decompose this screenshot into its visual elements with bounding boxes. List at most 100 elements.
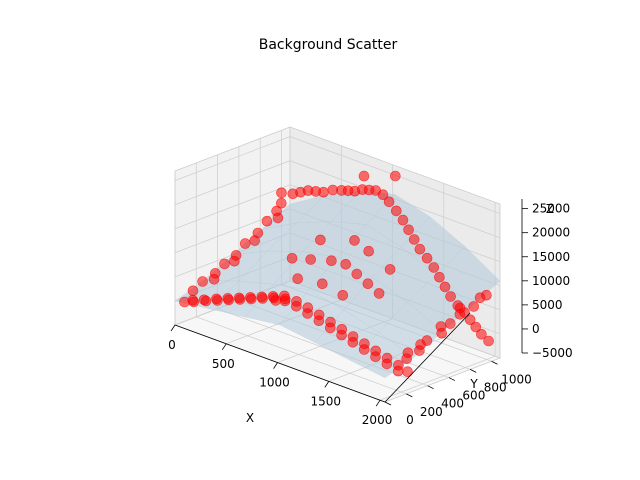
x-tick-label: 1500	[311, 394, 342, 408]
y-tick-label: 400	[441, 397, 464, 411]
scatter-point	[401, 353, 413, 365]
scatter-point	[358, 170, 370, 182]
x-tick-mark	[221, 343, 227, 351]
z-grid-line	[174, 160, 501, 239]
scatter-point	[389, 170, 401, 182]
scatter-point	[408, 234, 420, 245]
y-tick-label: 0	[406, 413, 414, 427]
scatter-point	[428, 262, 440, 273]
scatter-point	[257, 293, 268, 304]
scatter-point	[276, 187, 287, 199]
scatter-point	[464, 314, 476, 326]
scatter-point	[200, 295, 212, 307]
scatter-point	[337, 289, 349, 301]
z-tick-label: 5000	[532, 298, 563, 312]
scatter-point	[305, 254, 317, 265]
y-tick-label: 1000	[501, 372, 532, 386]
z-tick-label: 15000	[532, 250, 570, 264]
x-tick-mark	[324, 381, 330, 388]
scatter-point	[383, 196, 395, 208]
scatter-point	[434, 271, 445, 283]
scatter-point	[474, 292, 486, 304]
x-tick-mark	[273, 362, 278, 369]
x-tick-label: 2000	[362, 413, 393, 427]
y-tick-mark	[384, 401, 392, 406]
x-axis-label: X	[246, 411, 254, 425]
z-grid-line	[174, 136, 501, 214]
scatter-point	[239, 238, 251, 249]
scatter-points	[179, 170, 494, 378]
scatter-point	[414, 345, 425, 356]
scatter-point	[229, 255, 240, 267]
scatter-point	[381, 358, 393, 370]
scatter-point	[468, 301, 480, 312]
scatter-point	[326, 255, 337, 267]
scatter-point	[370, 351, 381, 363]
scatter-point	[315, 234, 326, 246]
scatter-point	[347, 336, 359, 348]
scatter-point	[316, 278, 328, 290]
y-tick-mark	[448, 377, 456, 381]
y-tick-label: 200	[420, 405, 443, 419]
z-axis-label: Z	[546, 202, 554, 216]
scatter-point	[363, 245, 375, 257]
scatter-point	[270, 295, 282, 306]
z-tick-label: 10000	[532, 274, 570, 288]
scatter-point	[290, 300, 302, 312]
y-tick-label: 600	[462, 389, 485, 403]
scatter-point	[292, 273, 304, 285]
scatter-point	[351, 268, 363, 280]
scatter-point	[336, 329, 347, 341]
scatter-point	[327, 184, 339, 196]
z-tick-label: 20000	[532, 226, 570, 240]
scatter-point	[436, 327, 448, 339]
scatter-point	[349, 235, 360, 246]
scatter-point	[358, 344, 370, 355]
scatter-point	[261, 215, 273, 227]
scatter-point	[390, 205, 402, 217]
scatter-point	[384, 264, 396, 275]
scatter-point	[445, 291, 456, 302]
scatter-point	[362, 278, 374, 290]
scatter-point	[275, 197, 287, 209]
scatter-point	[324, 322, 336, 334]
y-tick-mark	[470, 369, 477, 373]
y-axis-line	[384, 312, 471, 403]
scatter-point	[313, 315, 325, 327]
scatter-point	[223, 294, 234, 306]
x-axis-line	[174, 324, 386, 403]
y-tick-mark	[406, 393, 413, 398]
scatter-point	[414, 243, 426, 255]
x-tick-label: 500	[212, 357, 235, 371]
scatter-point	[340, 258, 352, 270]
scatter-point	[483, 335, 494, 347]
scatter-point	[403, 224, 414, 236]
x-tick-mark	[375, 399, 381, 407]
scatter-point	[370, 185, 382, 196]
scatter-point	[249, 235, 260, 246]
scatter-point	[476, 328, 487, 340]
scatter-point	[197, 276, 208, 287]
scatter-point	[318, 186, 329, 198]
scatter-point	[286, 252, 298, 264]
scatter-point	[208, 273, 220, 285]
y-axis-label: Y	[469, 377, 478, 391]
chart-title: Background Scatter	[259, 37, 398, 53]
x-tick-mark	[170, 324, 176, 332]
x-tick-label: 0	[168, 338, 176, 352]
scatter-point	[421, 252, 433, 264]
scatter-point	[272, 212, 284, 224]
z-tick-label: 25000	[532, 202, 570, 216]
scatter-point	[179, 296, 190, 308]
scatter-point	[246, 293, 257, 305]
scatter-point	[373, 288, 385, 299]
z-tick-label: −5000	[532, 346, 573, 360]
scatter-point	[188, 296, 199, 308]
scatter-point	[212, 295, 223, 306]
z-tick-label: 0	[532, 322, 540, 336]
y-tick-mark	[491, 360, 498, 365]
scatter-point	[234, 294, 246, 305]
scatter-point	[279, 295, 291, 307]
